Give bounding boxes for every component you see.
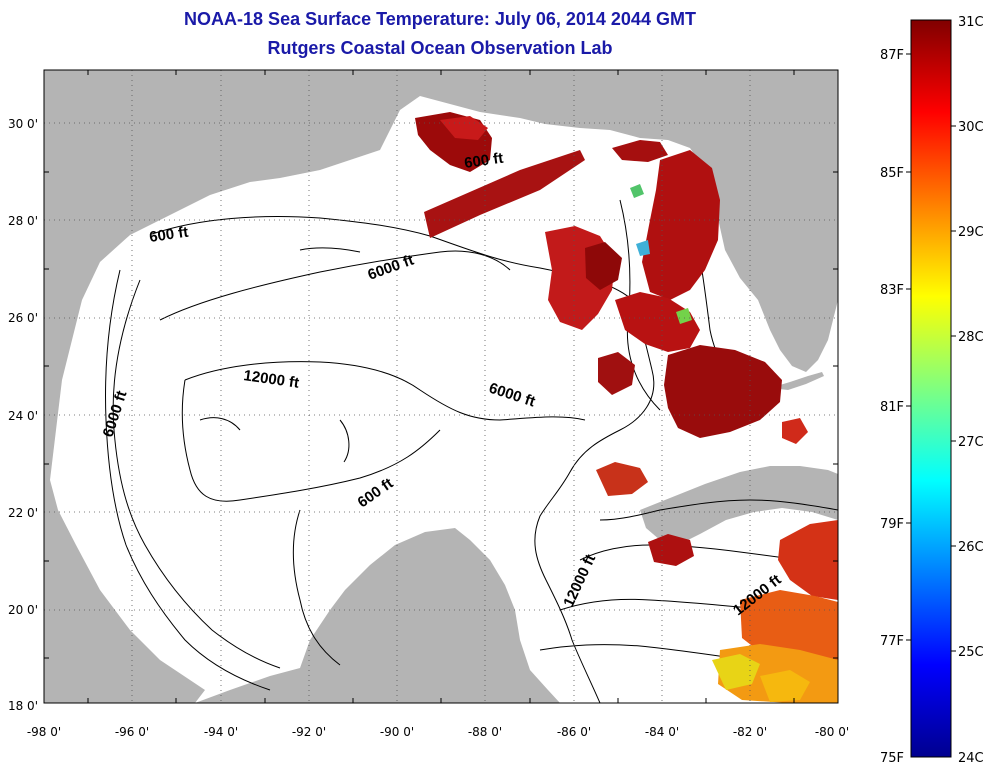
sst-patch-northeast-4 — [585, 242, 622, 290]
latitude-axis: 18 0' 20 0' 22 0' 24 0' 26 0' 28 0' 30 0… — [8, 117, 38, 713]
sst-patch-keys — [782, 418, 808, 444]
lat-label: 22 0' — [8, 506, 38, 520]
sst-patch-green-1 — [630, 184, 644, 198]
graticule-grid — [44, 70, 838, 703]
sst-patch-caribbean-5 — [712, 654, 760, 690]
lon-label: -96 0' — [115, 725, 149, 739]
lat-label: 20 0' — [8, 603, 38, 617]
lat-label: 28 0' — [8, 214, 38, 228]
longitude-axis: -98 0' -96 0' -94 0' -92 0' -90 0' -88 0… — [27, 725, 849, 739]
map-subtitle: Rutgers Coastal Ocean Observation Lab — [267, 38, 613, 58]
lon-label: -98 0' — [27, 725, 61, 739]
lat-label: 24 0' — [8, 409, 38, 423]
sst-patch-loop-3 — [598, 352, 635, 395]
sst-patch-caribbean-6 — [760, 670, 810, 702]
lon-label: -80 0' — [815, 725, 849, 739]
lon-label: -94 0' — [204, 725, 238, 739]
lat-label: 18 0' — [8, 699, 38, 713]
sst-patch-yucatan-channel — [596, 462, 648, 496]
sst-patch-loop-1 — [615, 292, 700, 352]
sst-patch-swath — [424, 150, 585, 238]
lon-label: -86 0' — [557, 725, 591, 739]
sst-patch-northeast-1 — [612, 140, 668, 162]
sst-patch-green-2 — [636, 240, 650, 256]
contour-label-600ft-north: 600 ft — [148, 224, 189, 246]
sst-patch-green-3 — [676, 308, 692, 324]
sst-data-patches — [415, 112, 838, 703]
cuba-land — [640, 466, 838, 544]
sst-patch-northeast-2 — [642, 150, 720, 300]
us-gulf-coast-land — [44, 70, 838, 703]
lon-label: -92 0' — [292, 725, 326, 739]
contour-label-600ft-delta: 600 ft — [463, 150, 504, 172]
lon-label: -82 0' — [733, 725, 767, 739]
yucatan-peninsula-land — [195, 528, 560, 703]
lon-label: -84 0' — [645, 725, 679, 739]
florida-keys-land — [770, 372, 824, 390]
lat-label: 26 0' — [8, 311, 38, 325]
sst-patch-loop-2 — [664, 345, 782, 438]
sst-patch-delta-edge — [440, 116, 488, 140]
sst-patch-caribbean-1 — [648, 534, 694, 566]
lat-label: 30 0' — [8, 117, 38, 131]
lon-label: -88 0' — [468, 725, 502, 739]
lon-label: -90 0' — [380, 725, 414, 739]
map-title: NOAA-18 Sea Surface Temperature: July 06… — [184, 9, 696, 29]
tick-marks — [44, 70, 838, 703]
sst-patch-caribbean-2 — [778, 520, 838, 600]
